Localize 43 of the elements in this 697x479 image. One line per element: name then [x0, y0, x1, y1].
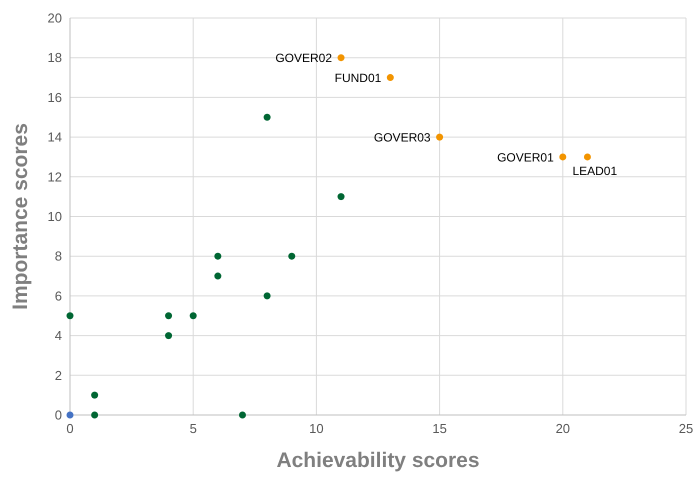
y-tick-label: 2 — [54, 368, 62, 383]
point — [436, 134, 444, 141]
y-tick-label: 18 — [48, 50, 62, 66]
annotation: LEAD01 — [572, 164, 618, 178]
annotation: GOVER02 — [275, 51, 332, 66]
annotation: FUND01 — [334, 71, 382, 86]
y-axis-title: Importance scores — [9, 123, 32, 310]
y-tick-label: 20 — [48, 10, 62, 26]
point — [165, 312, 172, 320]
x-tick-label: 0 — [66, 421, 74, 436]
point — [66, 312, 74, 320]
x-tick-label: 15 — [432, 421, 447, 436]
point — [386, 74, 394, 82]
y-tick-label: 10 — [48, 209, 62, 224]
y-tick-label: 0 — [54, 408, 62, 422]
point — [288, 252, 296, 260]
point — [214, 252, 222, 260]
x-tick-label: 10 — [309, 421, 324, 436]
y-tick-label: 4 — [54, 328, 62, 344]
point — [338, 54, 345, 62]
y-tick-label: 8 — [54, 248, 62, 264]
point — [238, 412, 246, 418]
x-tick-label: 5 — [190, 421, 197, 436]
annotation: GOVER03 — [374, 130, 431, 145]
y-tick-label: 6 — [54, 288, 62, 304]
y-tick-label: 14 — [48, 130, 62, 145]
point — [264, 292, 271, 300]
point — [91, 392, 98, 399]
point — [91, 412, 98, 418]
point — [264, 114, 271, 121]
annotation: GOVER01 — [497, 150, 554, 164]
point — [338, 193, 345, 200]
x-tick-label: 25 — [678, 421, 694, 436]
point — [559, 153, 566, 160]
y-tick-label: 12 — [48, 169, 62, 184]
point — [66, 412, 74, 418]
x-axis-title: Achievability scores — [276, 449, 480, 472]
point — [214, 272, 222, 280]
point — [165, 332, 172, 340]
y-tick-label: 16 — [48, 90, 62, 105]
point — [584, 153, 591, 160]
point — [190, 312, 197, 320]
x-tick-label: 20 — [556, 421, 570, 436]
